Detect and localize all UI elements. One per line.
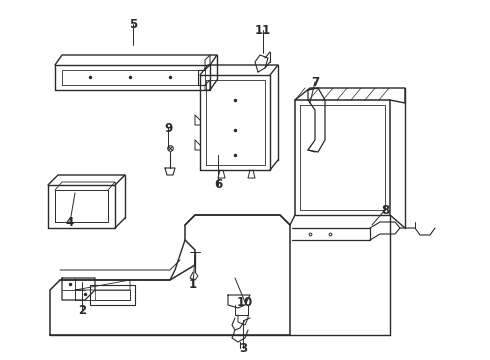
Text: 2: 2	[78, 303, 86, 316]
Text: 7: 7	[311, 76, 319, 89]
Text: 4: 4	[66, 216, 74, 229]
Text: 10: 10	[237, 296, 253, 309]
Text: 1: 1	[189, 279, 197, 292]
Text: 6: 6	[214, 179, 222, 192]
Text: 3: 3	[239, 342, 247, 355]
Text: 5: 5	[129, 18, 137, 31]
Text: 8: 8	[381, 203, 389, 216]
Text: 11: 11	[255, 23, 271, 36]
Text: 9: 9	[164, 122, 172, 135]
